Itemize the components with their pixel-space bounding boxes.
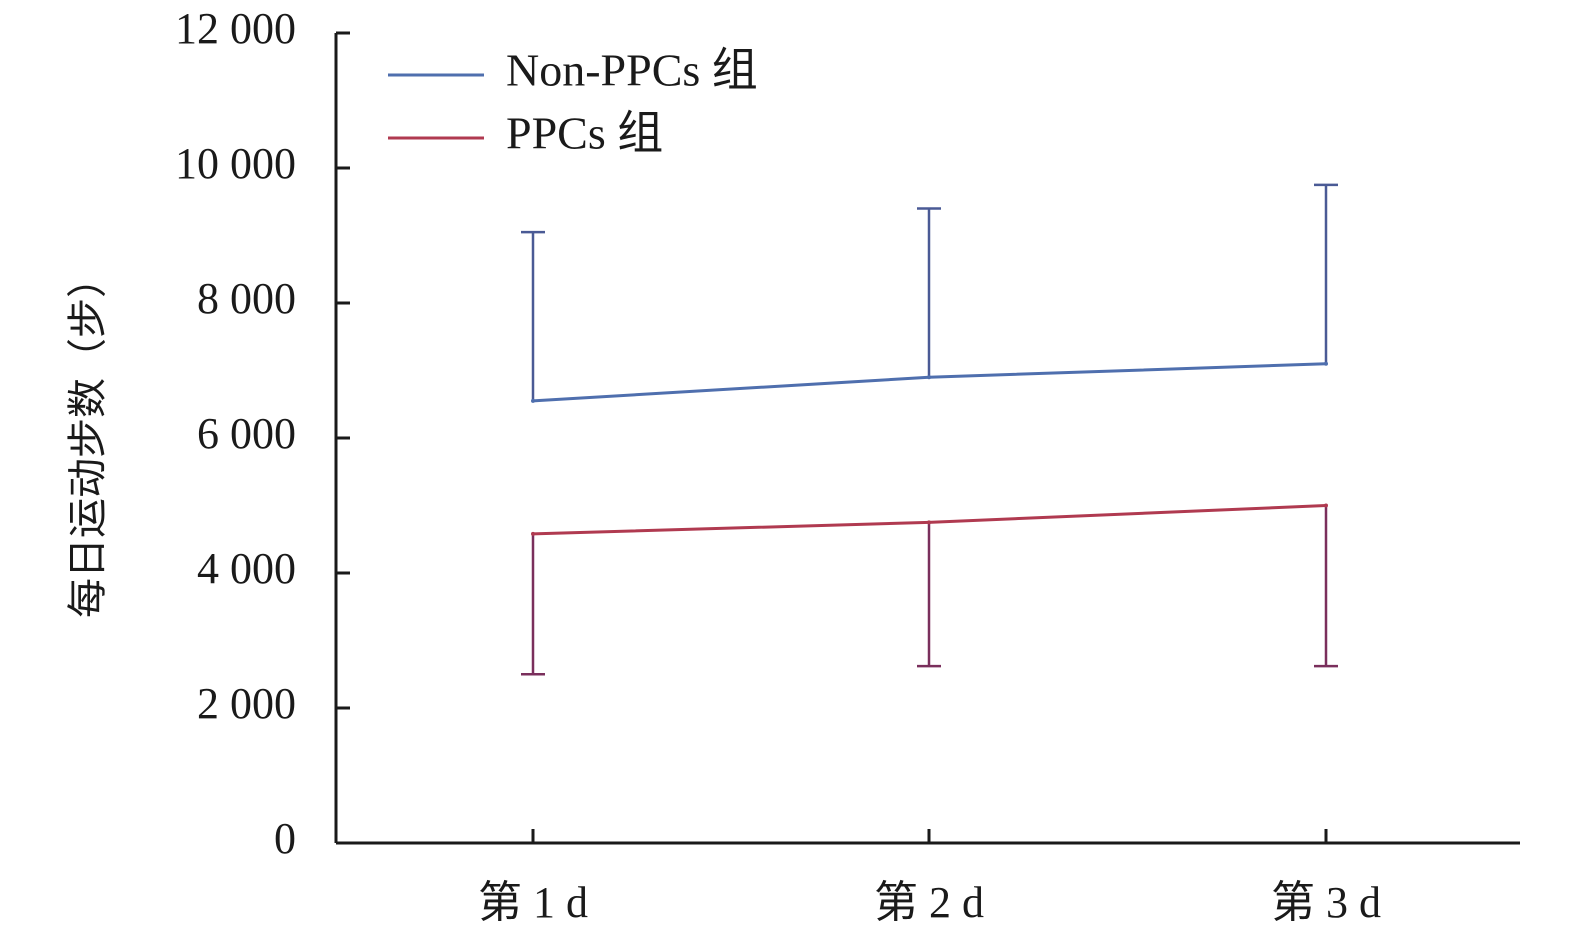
- data-point: [927, 375, 931, 380]
- y-tick-label: 8 000: [197, 274, 296, 323]
- data-point: [1324, 503, 1328, 508]
- legend-label: Non-PPCs 组: [506, 45, 758, 96]
- legend: Non-PPCs 组 PPCs 组: [388, 45, 758, 159]
- data-point: [531, 398, 535, 403]
- x-ticks: 第 1 d 第 2 d 第 3 d: [478, 829, 1381, 927]
- series-non-ppcs: [521, 183, 1338, 403]
- x-tick-label: 第 2 d: [874, 878, 984, 927]
- legend-label: PPCs 组: [506, 108, 663, 159]
- y-tick-label: 2 000: [197, 679, 296, 728]
- y-axis-title: 每日运动步数（步）: [65, 258, 111, 618]
- y-tick-label: 6 000: [197, 409, 296, 458]
- series-layer: [521, 183, 1338, 676]
- series-ppcs: [521, 503, 1338, 676]
- y-tick-label: 10 000: [175, 139, 296, 188]
- data-point: [927, 520, 931, 525]
- data-point: [1324, 361, 1328, 366]
- y-tick-label: 4 000: [197, 544, 296, 593]
- x-tick-label: 第 3 d: [1271, 878, 1381, 927]
- data-point: [531, 531, 535, 536]
- y-ticks: 0 2 000 4 000 6 000 8 000 10 000 12 000: [175, 4, 350, 863]
- y-tick-label: 12 000: [175, 4, 296, 53]
- x-tick-label: 第 1 d: [478, 878, 588, 927]
- y-tick-label: 0: [274, 814, 296, 863]
